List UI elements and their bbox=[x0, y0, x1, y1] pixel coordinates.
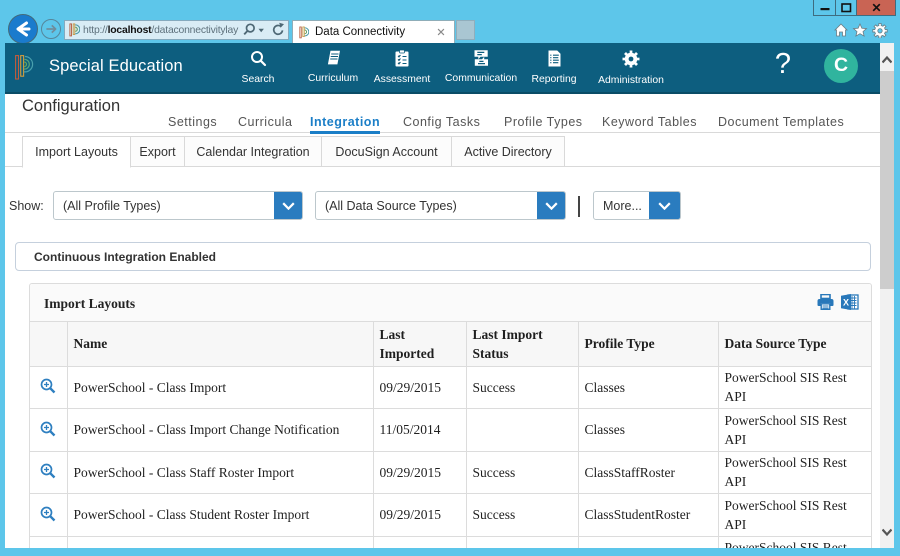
svg-text:X: X bbox=[843, 298, 849, 308]
